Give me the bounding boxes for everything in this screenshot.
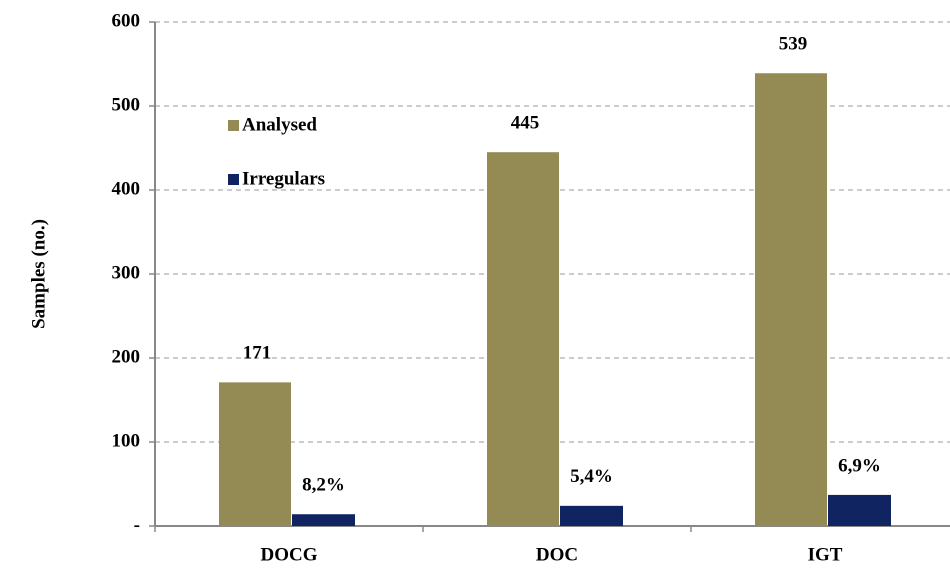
x-tick-label: IGT bbox=[808, 544, 843, 565]
bar bbox=[292, 514, 355, 526]
x-tick-label: DOCG bbox=[261, 544, 318, 565]
value-label: 6,9% bbox=[838, 455, 881, 476]
bar bbox=[560, 505, 623, 526]
y-tick-label: 400 bbox=[112, 178, 141, 199]
bar bbox=[219, 382, 291, 526]
legend-label: Irregulars bbox=[242, 168, 325, 189]
bar bbox=[755, 73, 827, 527]
y-tick-label: - bbox=[134, 514, 140, 535]
value-label: 5,4% bbox=[570, 466, 613, 487]
value-label: 445 bbox=[511, 113, 540, 134]
x-tick-label: DOC bbox=[536, 544, 578, 565]
y-tick-label: 300 bbox=[112, 262, 141, 283]
value-label: 539 bbox=[779, 34, 808, 55]
legend-swatch bbox=[228, 120, 239, 131]
y-axis-title: Samples (no.) bbox=[28, 219, 49, 329]
bar bbox=[487, 152, 559, 526]
y-tick-label: 100 bbox=[112, 430, 141, 451]
legend-swatch bbox=[228, 174, 239, 185]
y-tick-label: 500 bbox=[112, 94, 141, 115]
value-label: 171 bbox=[243, 343, 272, 364]
y-tick-label: 200 bbox=[112, 346, 141, 367]
bar bbox=[828, 494, 891, 526]
value-label: 8,2% bbox=[302, 475, 345, 496]
legend-label: Analysed bbox=[242, 114, 317, 135]
y-tick-label: 600 bbox=[112, 10, 141, 31]
